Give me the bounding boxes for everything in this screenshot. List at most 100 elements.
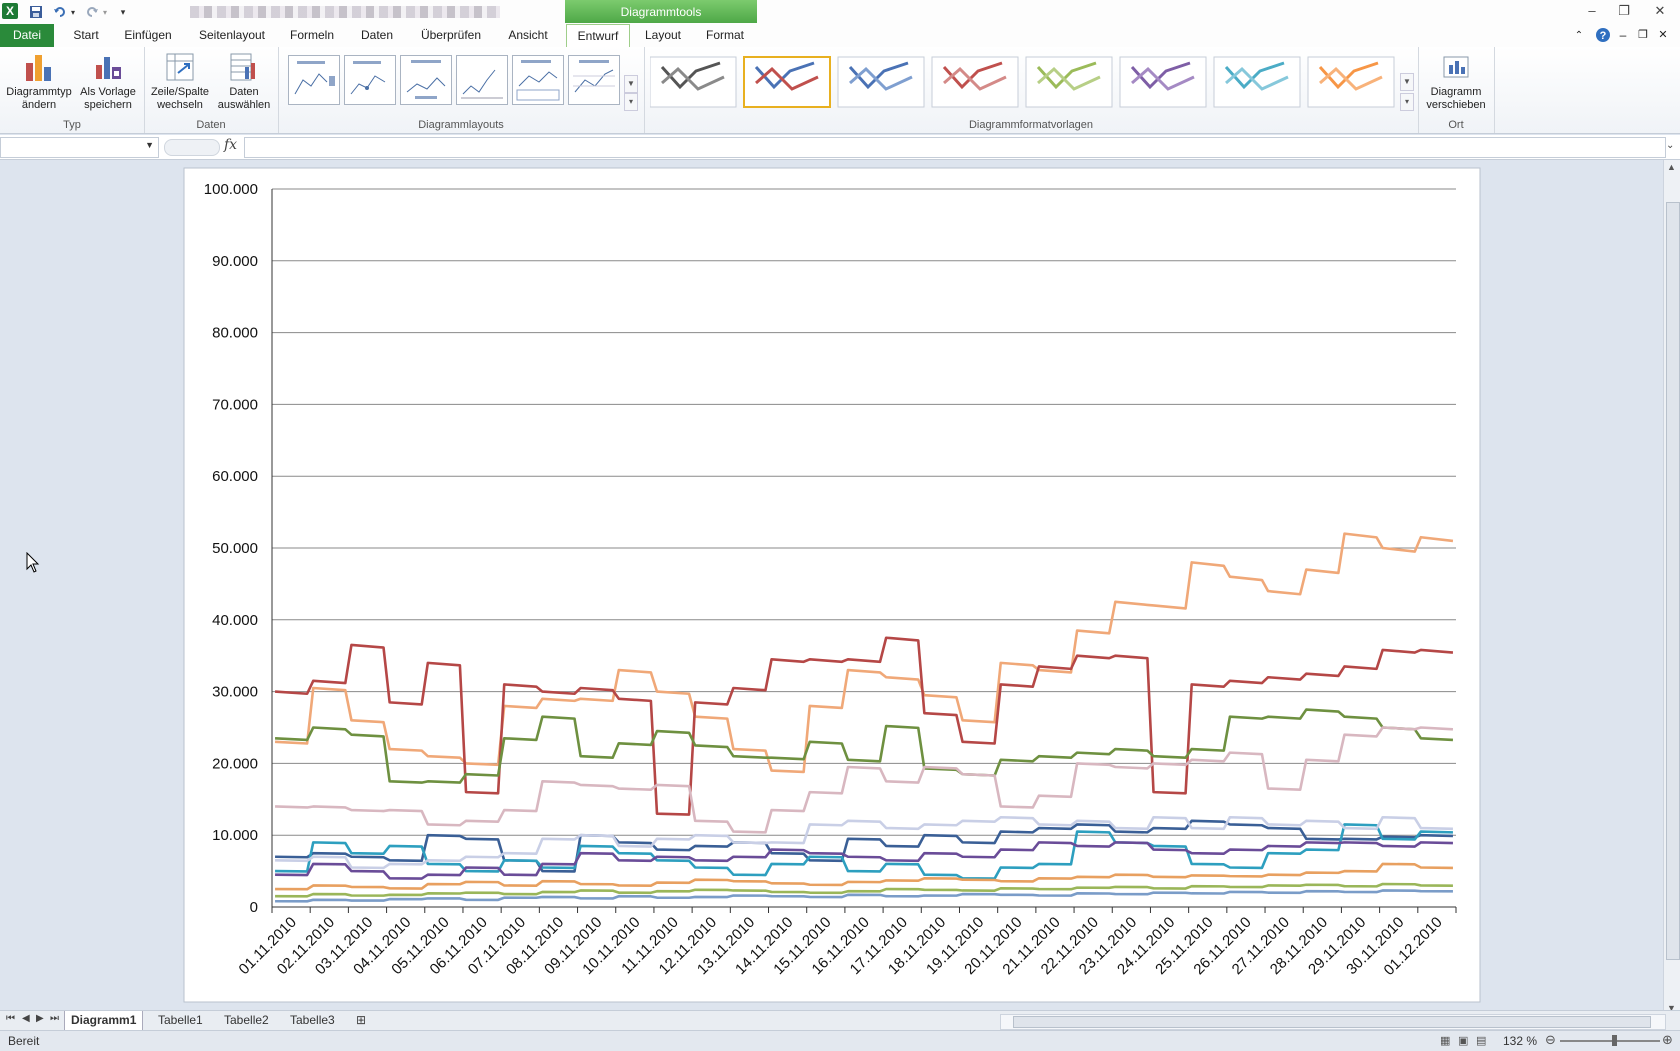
name-box[interactable]: ▼ <box>0 137 159 158</box>
tab-ansicht[interactable]: Ansicht <box>508 28 548 42</box>
move-chart-icon <box>1440 51 1472 83</box>
tab-start[interactable]: Start <box>73 28 99 42</box>
y-tick-label: 0 <box>250 899 258 916</box>
series-line-9[interactable] <box>275 862 1453 891</box>
minimize-ribbon-icon[interactable]: ⌃ <box>1574 30 1584 41</box>
formula-input[interactable] <box>244 137 1666 158</box>
zoom-in-icon[interactable]: ⊕ <box>1662 1032 1673 1047</box>
zoom-slider[interactable] <box>1560 1040 1660 1042</box>
layouts-more-icon[interactable]: ▾ <box>624 93 638 111</box>
group-diagrammformatvorlagen-label: Diagrammformatvorlagen <box>968 119 1094 131</box>
tab-datei[interactable]: Datei <box>0 24 54 47</box>
gridlines <box>271 188 1457 913</box>
restore-icon[interactable]: ❐ <box>1618 3 1630 18</box>
save-icon[interactable] <box>26 3 46 21</box>
tab-layout[interactable]: Layout <box>644 28 682 42</box>
workbook-restore-icon[interactable]: ❐ <box>1638 29 1648 41</box>
last-sheet-icon[interactable]: ⏭ <box>50 1013 59 1024</box>
sheet-tab-tabelle2[interactable]: Tabelle2 <box>224 1013 269 1027</box>
insert-sheet-icon[interactable]: ⊞ <box>356 1013 367 1027</box>
styles-scroll-down-icon[interactable]: ▼ <box>1400 73 1414 91</box>
line-chart[interactable]: 0 10.000 20.000 30.000 40.000 50.000 60.000 70.… <box>0 160 1663 1010</box>
tab-formeln[interactable]: Formeln <box>289 28 334 42</box>
move-chart-button[interactable]: Diagramm verschieben <box>1422 51 1490 112</box>
undo-icon[interactable] <box>50 3 70 21</box>
scroll-thumb[interactable] <box>1666 202 1680 960</box>
scroll-up-icon[interactable]: ▲ <box>1667 162 1676 172</box>
group-diagrammlayouts-label: Diagrammlayouts <box>418 119 504 131</box>
view-normal-icon[interactable]: ▦ <box>1440 1035 1451 1047</box>
layouts-scroll-down-icon[interactable]: ▼ <box>624 75 638 93</box>
horizontal-scrollbar[interactable] <box>1000 1014 1666 1030</box>
undo-dropdown-icon[interactable]: ▾ <box>70 7 75 17</box>
workbook-close-icon[interactable]: ✕ <box>1658 29 1668 41</box>
scroll-down-icon[interactable]: ▼ <box>1667 1003 1676 1013</box>
hscroll-thumb[interactable] <box>1013 1016 1651 1028</box>
series-line-11[interactable] <box>275 889 1453 903</box>
mouse-cursor-icon <box>26 552 40 573</box>
zoom-slider-thumb[interactable] <box>1612 1035 1617 1046</box>
view-page-break-icon[interactable]: ▤ <box>1476 1035 1487 1047</box>
workbook-minimize-icon[interactable]: – <box>1619 28 1627 42</box>
tab-format[interactable]: Format <box>705 28 744 42</box>
series-line-2[interactable] <box>274 636 1454 816</box>
switch-row-column-label-2: wechseln <box>157 99 203 111</box>
select-data-button[interactable]: Daten auswählen <box>214 51 274 112</box>
tab-ueberpruefen[interactable]: Überprüfen <box>420 28 482 42</box>
switch-row-column-button[interactable]: Zeile/Spalte wechseln <box>148 51 212 112</box>
y-tick-label: 20.000 <box>212 755 258 772</box>
close-icon[interactable]: ✕ <box>1654 3 1666 18</box>
group-typ-label: Typ <box>63 119 81 131</box>
view-page-layout-icon[interactable]: ▣ <box>1458 1035 1469 1047</box>
vertical-scrollbar[interactable]: ▲ ▼ <box>1663 160 1680 1015</box>
formula-expand-handle[interactable] <box>164 139 220 156</box>
series-line-7[interactable] <box>275 815 1453 870</box>
move-chart-label-1: Diagramm <box>1430 86 1482 98</box>
series-line-4[interactable] <box>275 726 1454 834</box>
tab-seitenlayout[interactable]: Seitenlayout <box>198 28 266 42</box>
tab-einfuegen[interactable]: Einfügen <box>124 28 172 42</box>
next-sheet-icon[interactable]: ▶ <box>36 1013 44 1024</box>
formula-expand-icon[interactable]: ⌄ <box>1666 140 1675 151</box>
tab-daten[interactable]: Daten <box>360 28 394 42</box>
chart-style-gallery[interactable] <box>650 53 1410 119</box>
group-typ: Diagrammtyp ändern Als Vorlage speichern… <box>0 47 145 133</box>
redo-dropdown-icon[interactable]: ▾ <box>102 7 107 17</box>
select-data-label-2: auswählen <box>217 99 271 111</box>
layout-thumb-3[interactable] <box>400 55 452 105</box>
save-as-template-button[interactable]: Als Vorlage speichern <box>76 51 140 112</box>
layout-thumb-2[interactable] <box>344 55 396 105</box>
change-chart-type-button[interactable]: Diagrammtyp ändern <box>4 51 74 112</box>
sheet-tab-tabelle3[interactable]: Tabelle3 <box>290 1013 335 1027</box>
series-line-8[interactable] <box>275 841 1453 880</box>
series-line-5[interactable] <box>275 819 1453 873</box>
redo-icon[interactable] <box>82 3 102 21</box>
insert-function-icon[interactable]: fx <box>224 137 238 153</box>
series-line-3[interactable] <box>274 708 1454 784</box>
sheet-tab-tabelle1[interactable]: Tabelle1 <box>158 1013 203 1027</box>
sheet-tab-diagramm1[interactable]: Diagramm1 <box>64 1011 144 1031</box>
chart-area[interactable] <box>183 167 1481 1003</box>
series-line-10[interactable] <box>275 882 1453 898</box>
series-line-6[interactable] <box>275 823 1453 880</box>
tab-entwurf[interactable]: Entwurf <box>566 24 630 48</box>
layout-thumb-6[interactable] <box>568 55 620 105</box>
minimize-icon[interactable]: – <box>1588 3 1596 18</box>
y-tick-label: 90.000 <box>212 253 258 270</box>
layout-thumb-4[interactable] <box>456 55 508 105</box>
window-title-blurred <box>190 6 500 18</box>
zoom-out-icon[interactable]: ⊖ <box>1545 1032 1556 1047</box>
customize-quick-access-icon[interactable]: ▾ <box>120 6 126 17</box>
prev-sheet-icon[interactable]: ◀ <box>22 1013 30 1024</box>
layout-thumb-1[interactable] <box>288 55 340 105</box>
series-line-1[interactable] <box>274 532 1454 774</box>
group-daten-label: Daten <box>196 119 226 131</box>
layout-thumb-5[interactable] <box>512 55 564 105</box>
help-icon[interactable]: ? <box>1594 24 1612 47</box>
zoom-level[interactable]: 132 % <box>1503 1034 1538 1048</box>
styles-more-icon[interactable]: ▾ <box>1400 93 1414 111</box>
first-sheet-icon[interactable]: ⏮ <box>6 1013 15 1024</box>
save-as-template-label-2: speichern <box>84 99 132 111</box>
name-box-dropdown-icon[interactable]: ▼ <box>145 140 154 150</box>
switch-row-column-icon <box>164 51 196 83</box>
